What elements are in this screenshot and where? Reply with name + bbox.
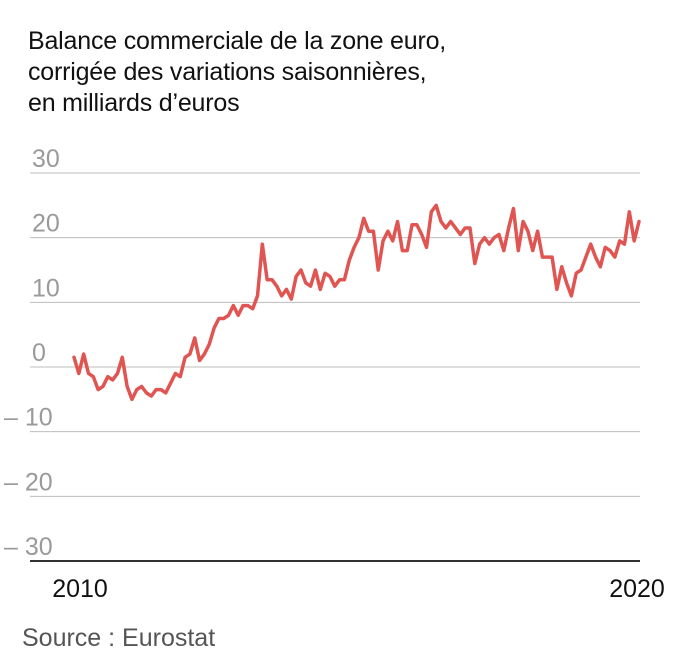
y-tick-label: 10 <box>32 274 60 302</box>
x-tick-label-2020: 2020 <box>609 575 665 603</box>
y-tick-label: – 20 <box>4 468 53 496</box>
title-line-2: corrigée des variations saisonnières, <box>28 58 427 86</box>
series-line <box>72 203 641 402</box>
grid-lines <box>30 172 640 562</box>
y-tick-label: 30 <box>32 145 60 173</box>
source-note: Source : Eurostat <box>22 624 216 652</box>
title-line-1: Balance commerciale de la zone euro, <box>28 27 447 55</box>
y-tick-label: 0 <box>32 339 46 367</box>
title-line-3: en milliards d’euros <box>28 89 240 117</box>
chart-title: Balance commerciale de la zone euro, cor… <box>28 26 668 119</box>
y-tick-label: – 30 <box>4 533 53 561</box>
x-axis-labels: 2010 2020 <box>52 575 665 603</box>
y-tick-label: – 10 <box>4 404 53 432</box>
y-tick-label: 20 <box>32 210 60 238</box>
y-axis-labels: 30 20 10 0 – 10 – 20 – 30 <box>4 145 60 561</box>
x-tick-label-2010: 2010 <box>52 575 108 603</box>
